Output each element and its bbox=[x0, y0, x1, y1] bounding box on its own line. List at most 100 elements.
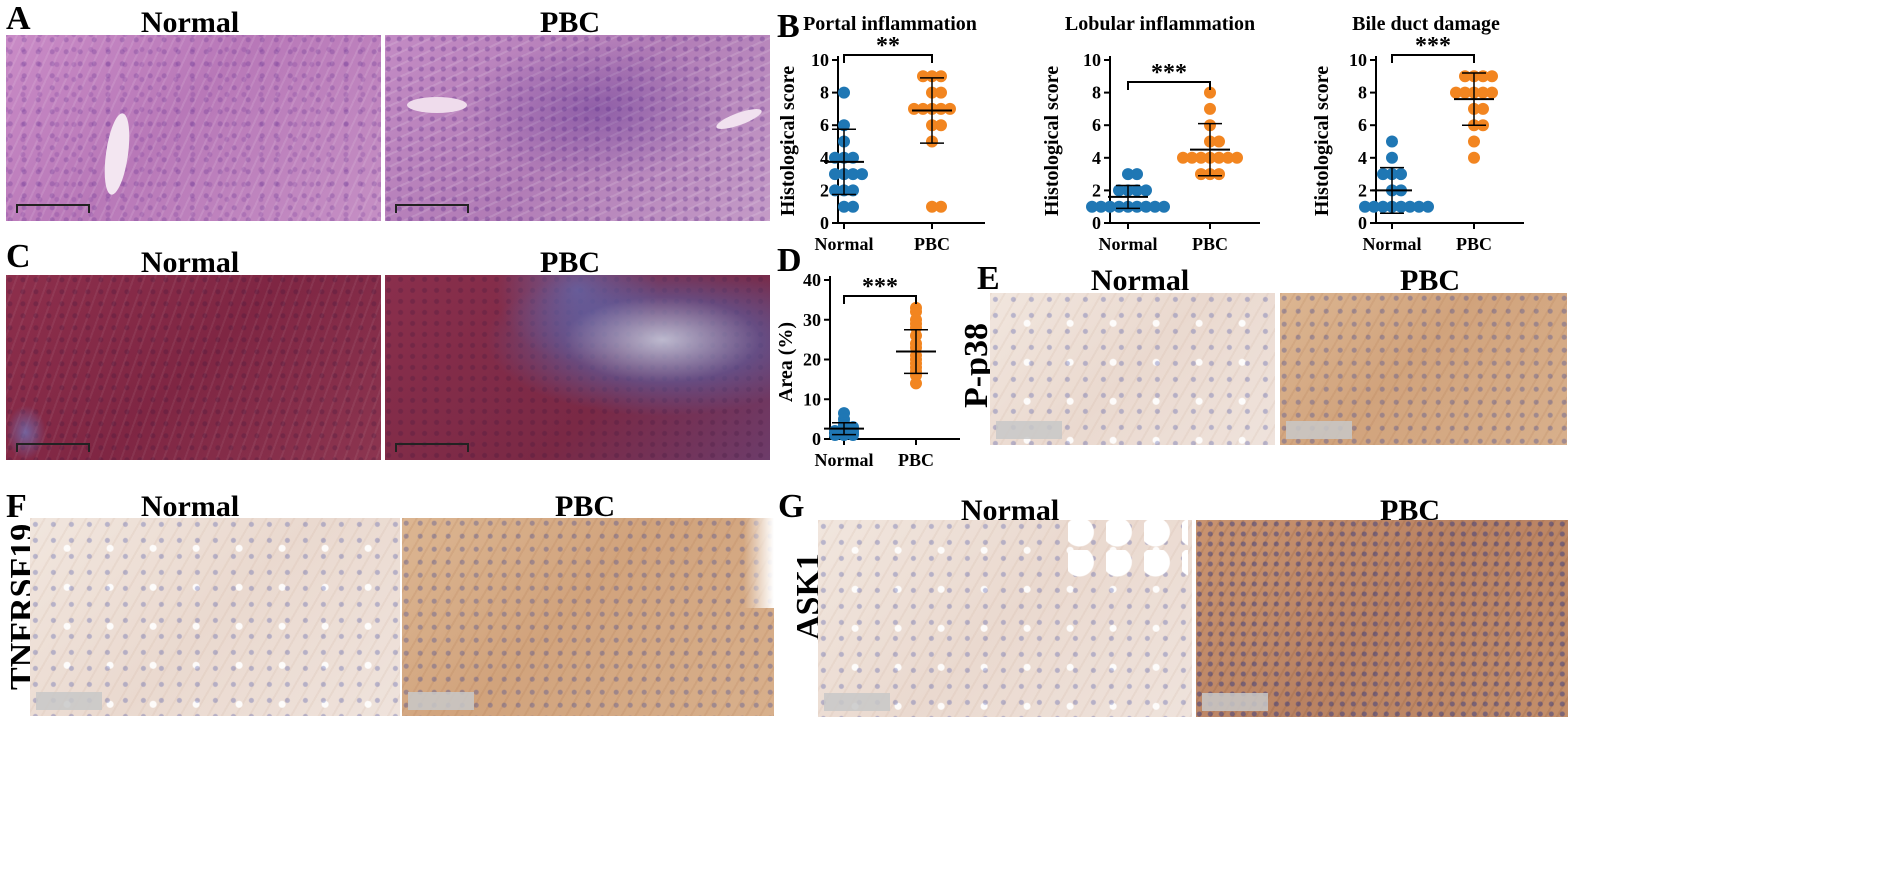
panel-c-pbc-title: PBC bbox=[540, 246, 600, 279]
chart2-y-tick-label: 0 bbox=[1358, 213, 1367, 233]
chart0-y-tick-label: 6 bbox=[820, 115, 829, 135]
chart3-significance-label: *** bbox=[862, 274, 898, 300]
chart1-y-tick-label: 6 bbox=[1092, 115, 1101, 135]
masson-stain-normal-image bbox=[6, 275, 381, 460]
chart3-y-tick-label: 20 bbox=[803, 350, 821, 370]
chart0-x-tick-label: Normal bbox=[815, 234, 874, 254]
chart2-x-tick-label: Normal bbox=[1363, 234, 1422, 254]
chart0-y-tick-label: 10 bbox=[811, 50, 829, 70]
panel-label-c: C bbox=[6, 238, 31, 275]
chart0-significance-label: ** bbox=[876, 33, 900, 59]
chart1-data-point bbox=[1113, 200, 1125, 213]
chart1-data-point bbox=[1104, 200, 1116, 213]
chart1-data-point bbox=[1095, 200, 1107, 213]
masson-stain-pbc-image bbox=[385, 275, 770, 460]
scale-bar bbox=[408, 692, 474, 710]
chart1-y-tick-label: 2 bbox=[1092, 180, 1101, 200]
panel-a-pbc-title: PBC bbox=[540, 6, 600, 39]
chart0-data-point bbox=[926, 200, 938, 213]
chart-portal-inflammation: Portal inflammation Histological score 0 2 4… bbox=[777, 13, 985, 254]
panel-e-normal-title: Normal bbox=[1090, 264, 1190, 297]
chart0-y-tick-label: 2 bbox=[820, 180, 829, 200]
chart1-title: Lobular inflammation bbox=[1065, 13, 1255, 35]
chart0-data-point bbox=[917, 102, 929, 115]
tnfrsf19-pbc-image bbox=[402, 518, 774, 716]
chart1-data-point bbox=[1213, 135, 1225, 148]
chart1-data-point bbox=[1158, 200, 1170, 213]
chart2-data-point bbox=[1395, 200, 1407, 213]
chart0-y-tick-label: 8 bbox=[820, 83, 829, 103]
chart1-data-point bbox=[1186, 151, 1198, 164]
chart2-data-point bbox=[1486, 70, 1498, 83]
chart1-data-point bbox=[1213, 151, 1225, 164]
chart1-data-point bbox=[1204, 86, 1216, 99]
chart1-x-tick-label: Normal bbox=[1099, 234, 1158, 254]
chart1-data-point bbox=[1213, 168, 1225, 181]
scale-bar bbox=[395, 443, 469, 452]
chart0-significance-bracket bbox=[843, 54, 933, 63]
chart0-data-point bbox=[926, 70, 938, 83]
chart0-data-point bbox=[944, 102, 956, 115]
chart1-y-axis-label: Histological score bbox=[1041, 66, 1063, 216]
chart2-y-tick-label: 8 bbox=[1358, 83, 1367, 103]
chart1-data-point bbox=[1149, 200, 1161, 213]
chart0-data-point bbox=[829, 151, 841, 164]
chart2-significance-bracket bbox=[1391, 54, 1475, 63]
chart2-data-point bbox=[1377, 168, 1389, 181]
chart0-data-point bbox=[829, 168, 841, 181]
chart2-data-point bbox=[1386, 151, 1398, 164]
chart0-data-point bbox=[838, 119, 850, 132]
chart0-data-point bbox=[935, 102, 947, 115]
chart-lobular-inflammation: Lobular inflammation Histological score 0 2… bbox=[1041, 13, 1260, 254]
chart2-y-tick-label: 4 bbox=[1358, 148, 1367, 168]
ask1-pbc-image bbox=[1196, 520, 1568, 717]
chart2-data-point bbox=[1404, 200, 1416, 213]
chart1-data-point bbox=[1122, 168, 1134, 181]
chart0-data-point bbox=[917, 70, 929, 83]
p-p38-normal-image bbox=[990, 293, 1275, 445]
chart-fibrosis-area: Area (%) 0 10 20 30 40 Normal PBC *** bbox=[775, 270, 960, 470]
chart3-x-tick-label: Normal bbox=[815, 450, 874, 470]
chart0-x-tick-label: PBC bbox=[914, 234, 950, 254]
chart3-x-tick-label: PBC bbox=[898, 450, 934, 470]
chart1-y-tick-label: 10 bbox=[1083, 50, 1101, 70]
chart1-data-point bbox=[1222, 151, 1234, 164]
chart2-data-point bbox=[1468, 151, 1480, 164]
chart1-data-point bbox=[1131, 200, 1143, 213]
chart1-data-point bbox=[1195, 151, 1207, 164]
chart2-y-tick-label: 2 bbox=[1358, 180, 1367, 200]
chart0-data-point bbox=[847, 200, 859, 213]
panel-label-g: G bbox=[778, 488, 805, 525]
chart2-data-point bbox=[1386, 135, 1398, 148]
chart-bile-duct-damage: Bile duct damage Histological score 0 2 4 6 8 1… bbox=[1311, 13, 1524, 254]
chart2-data-point bbox=[1477, 86, 1489, 99]
chart2-data-point bbox=[1368, 200, 1380, 213]
scale-bar bbox=[996, 421, 1062, 439]
chart2-significance-label: *** bbox=[1415, 33, 1451, 59]
chart0-data-point bbox=[838, 200, 850, 213]
chart0-data-point bbox=[847, 151, 859, 164]
chart1-y-tick-label: 0 bbox=[1092, 213, 1101, 233]
panel-a-normal-title: Normal bbox=[140, 6, 240, 39]
chart2-data-point bbox=[1377, 200, 1389, 213]
chart2-data-point bbox=[1459, 86, 1471, 99]
chart2-data-point bbox=[1477, 102, 1489, 115]
panel-c-normal-title: Normal bbox=[140, 246, 240, 279]
chart0-y-tick-label: 0 bbox=[820, 213, 829, 233]
panel-label-e: E bbox=[977, 260, 1000, 297]
p-p38-pbc-image bbox=[1280, 293, 1567, 445]
chart2-y-axis-label: Histological score bbox=[1311, 66, 1333, 216]
scale-bar bbox=[824, 693, 890, 711]
chart0-data-point bbox=[908, 102, 920, 115]
chart0-data-point bbox=[847, 184, 859, 197]
he-stain-normal-image bbox=[6, 35, 381, 221]
chart3-y-tick-label: 40 bbox=[803, 270, 821, 290]
chart2-data-point bbox=[1359, 200, 1371, 213]
chart2-data-point bbox=[1395, 168, 1407, 181]
chart0-data-point bbox=[935, 119, 947, 132]
scale-bar bbox=[1202, 693, 1268, 711]
ask1-normal-image bbox=[818, 520, 1192, 717]
chart2-data-point bbox=[1468, 135, 1480, 148]
scale-bar bbox=[16, 204, 90, 213]
panel-label-a: A bbox=[6, 0, 31, 37]
